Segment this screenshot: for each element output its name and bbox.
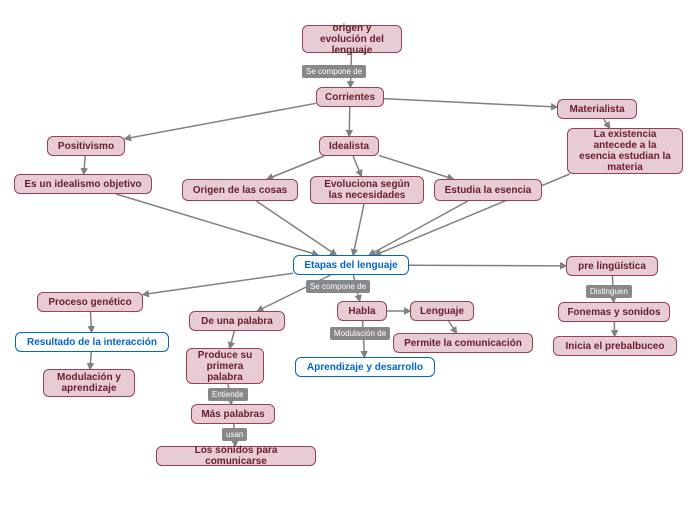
node-habla: Habla — [337, 301, 387, 321]
tag-t5: Entiende — [208, 388, 248, 401]
edge — [353, 204, 364, 255]
edge — [116, 194, 318, 255]
node-existencia: La existencia antecede a la esencia estu… — [567, 128, 683, 174]
edge — [604, 119, 610, 128]
node-estudia_esencia: Estudia la esencia — [434, 179, 542, 201]
edge — [349, 107, 350, 136]
node-resultado: Resultado de la interacción — [15, 332, 169, 352]
node-inicia: Inicia el prebalbuceo — [553, 336, 677, 356]
tag-t6: usan — [222, 428, 247, 441]
edge — [90, 352, 91, 369]
tag-t1: Se compone de — [302, 65, 366, 78]
tag-t4: Modulación de — [330, 327, 390, 340]
node-etapas: Etapas del lenguaje — [293, 255, 409, 275]
node-mas_palabras: Más palabras — [191, 404, 275, 424]
node-fonemas: Fonemas y sonidos — [558, 302, 670, 322]
node-origen: origen y evolución del lenguaje — [302, 25, 402, 53]
node-permite: Permite la comunicación — [393, 333, 533, 353]
node-lenguaje: Lenguaje — [410, 301, 474, 321]
edge — [125, 103, 316, 138]
node-corrientes: Corrientes — [316, 87, 384, 107]
node-de_una: De una palabra — [189, 311, 285, 331]
node-origen_cosas: Origen de las cosas — [182, 179, 298, 201]
edge — [256, 201, 336, 255]
node-sonidos: Los sonidos para comunicarse — [156, 446, 316, 466]
edge — [353, 156, 361, 176]
node-modulacion_ap: Modulación y aprendizaje — [43, 369, 135, 397]
edge — [384, 99, 557, 107]
node-produce: Produce su primera palabra — [186, 348, 264, 384]
node-positivismo: Positivismo — [47, 136, 125, 156]
edge — [91, 312, 92, 332]
edge — [449, 321, 457, 333]
node-aprendizaje: Aprendizaje y desarrollo — [295, 357, 435, 377]
edge — [230, 331, 235, 348]
node-pre_ling: pre lingüística — [566, 256, 658, 276]
edge — [84, 156, 85, 174]
node-evoluciona: Evoluciona según las necesidades — [310, 176, 424, 204]
node-proceso: Proceso genético — [37, 292, 143, 312]
node-idealista: Idealista — [319, 136, 379, 156]
node-idealismo_obj: Es un idealismo objetivo — [14, 174, 152, 194]
edge — [143, 273, 293, 294]
edge — [369, 201, 468, 255]
node-materialista: Materialista — [557, 99, 637, 119]
tag-t3: Distinguen — [586, 285, 632, 298]
tag-t2: Se compone de — [306, 280, 370, 293]
edge — [409, 265, 566, 266]
